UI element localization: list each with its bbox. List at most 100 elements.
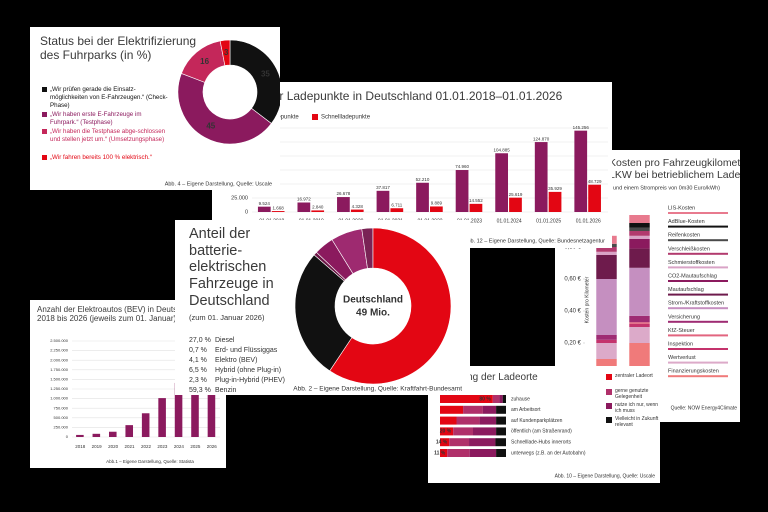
legend-swatch: [606, 374, 612, 380]
bar: [548, 191, 562, 212]
panel-title-box: Nutzung der Ladeorte: [441, 372, 538, 383]
panel: Status bei der Elektrifizierung des Fuhr…: [30, 27, 280, 190]
y-axis-label: Kosten pro Kilometer: [584, 276, 590, 323]
legend-swatch: [606, 389, 612, 395]
legend-label: nutze ich nur, wenn ich muss: [615, 402, 659, 414]
panel-subtitle: und einem Strompreis von 0m30 Euro/kWh): [613, 185, 720, 191]
bar: [509, 197, 522, 212]
panel-title-box: Kosten pro Fahrzeugkilometer LKW bei bet…: [609, 157, 750, 182]
bar-segment: [447, 449, 470, 457]
panel-title: Anteil der batterie-elektrischen Fahrzeu…: [189, 226, 274, 309]
legend-swatch: [42, 155, 47, 160]
bar-segment: [629, 248, 650, 268]
bar-segment: [596, 255, 617, 279]
y-tick-label: 0: [245, 209, 248, 215]
legend-label: „Wir fahren bereits 100 % elektrisch.“: [50, 154, 152, 161]
bar: [455, 170, 469, 212]
donut-slice: [177, 73, 272, 145]
donut-slice: [219, 39, 231, 66]
value-label: 80 %: [479, 396, 491, 402]
bar-segment: [629, 323, 650, 327]
bar-segment: [456, 416, 480, 425]
bar: [350, 209, 364, 212]
bar-segment: [496, 449, 506, 457]
bar: [158, 398, 166, 437]
bar-segment: [492, 395, 500, 403]
legend-label: Hybrid (ohne Plug-in): [215, 367, 281, 374]
legend-label: Elektro (BEV): [215, 357, 257, 364]
slice-label: 3: [224, 48, 229, 57]
y-tick-label: 2.500.000: [50, 338, 69, 343]
legend-swatch: [668, 375, 728, 378]
bar: [191, 373, 199, 437]
legend-label: Mautaufschlag: [668, 287, 704, 293]
y-tick-label: 1.750.000: [50, 367, 69, 372]
panel-subtitle: (zum 01. Januar 2026): [189, 313, 265, 322]
x-tick-label: 2018: [75, 444, 86, 449]
category-label: unterwegs (z.B. an der Autobahn): [511, 450, 586, 456]
legend-label: Strom-/Kraftstoffkosten: [668, 301, 724, 307]
center-title: Deutschland: [343, 295, 403, 306]
x-tick-label: 2024: [174, 444, 185, 449]
legend-label-box: „Wir fahren bereits 100 % elektrisch.“: [50, 154, 152, 161]
legend-value: 59,3 %: [189, 387, 211, 394]
bar: [271, 211, 285, 212]
panel-title: Kosten pro Fahrzeugkilometer LKW bei bet…: [609, 157, 750, 182]
value-label: 9.889: [431, 201, 443, 206]
bar-segment: [469, 449, 497, 457]
bar-segment: [453, 427, 473, 436]
value-label: 20 %: [440, 429, 452, 435]
legend-label: Diesel: [215, 337, 235, 344]
legend-swatch: [668, 334, 728, 337]
y-tick-label: 0,40 €: [564, 309, 581, 315]
legend-label: „Wir haben erste E-Fahrzeuge im Fuhrpark…: [50, 111, 142, 126]
bar-segment: [463, 405, 483, 414]
bar: [311, 210, 325, 212]
bar-segment: [440, 427, 454, 436]
x-tick-label: 2022: [141, 444, 152, 449]
y-tick-label: 1.250.000: [50, 386, 69, 391]
bar: [297, 202, 311, 212]
panel-title-box: Anzahl der Ladepunkte in Deutschland 01.…: [226, 90, 563, 103]
bar-segment: [482, 405, 497, 414]
bar-segment: [629, 315, 650, 323]
legend-label: „Wir haben die Testphase abge-schlossen …: [50, 128, 166, 143]
bar: [257, 206, 271, 212]
legend-label: gerne genutzte Gelegenheit: [615, 388, 649, 400]
panel-title: Anzahl der Ladepunkte in Deutschland 01.…: [226, 90, 563, 103]
bar-segment: [469, 438, 496, 447]
bar: [588, 184, 601, 212]
bar: [141, 413, 150, 437]
value-label: 48.729: [588, 179, 602, 184]
legend-swatch: [668, 212, 728, 214]
bar-segment: [596, 251, 617, 255]
bar: [109, 431, 117, 437]
bar-segment: [440, 395, 493, 403]
panel-title: Anzahl der Elektroautos (BEV) in Deutsch…: [37, 305, 216, 324]
legend-label: KfZ-Steuer: [668, 328, 695, 334]
bar-segment: [495, 438, 506, 447]
x-tick-label: 2020: [108, 444, 119, 449]
y-tick-label: 0,60 €: [564, 277, 581, 283]
y-tick-label: 1.500.000: [50, 376, 69, 381]
x-tick-label: 2026: [207, 444, 218, 449]
legend-label-box: Vielleicht in Zukunft relevant: [615, 416, 658, 428]
panel-source: Abb. 2 – Eigene Darstellung, Quelle: Kra…: [293, 386, 462, 393]
value-label: 2.840: [312, 205, 324, 210]
bar: [495, 153, 509, 212]
legend-label: zentraler Ladeort: [615, 373, 653, 379]
category-label: öffentlich (am Straßenrand): [511, 429, 572, 435]
y-tick-label: 0,20 €: [564, 341, 581, 347]
value-label: 124.870: [533, 136, 550, 141]
legend-label: Finanzierungskosten: [668, 369, 719, 375]
bar-segment: [496, 405, 506, 414]
bar: [574, 130, 588, 212]
bar: [207, 364, 216, 437]
legend-swatch: [668, 225, 728, 228]
legend-label: Wertverlust: [668, 355, 696, 361]
bar-segment: [502, 395, 506, 403]
x-tick-label: 2023: [157, 444, 168, 449]
bar: [390, 208, 404, 212]
